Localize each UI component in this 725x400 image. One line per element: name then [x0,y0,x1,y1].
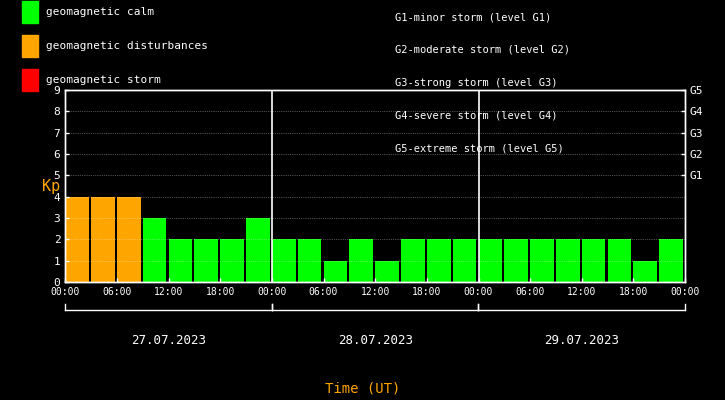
Text: geomagnetic disturbances: geomagnetic disturbances [46,41,208,51]
Bar [272,239,296,282]
Text: 28.07.2023: 28.07.2023 [338,334,413,347]
Bar [65,197,89,282]
Bar [581,239,605,282]
Text: G2-moderate storm (level G2): G2-moderate storm (level G2) [395,45,570,55]
Bar [246,218,270,282]
Text: G5-extreme storm (level G5): G5-extreme storm (level G5) [395,143,564,153]
Y-axis label: Kp: Kp [42,178,60,194]
Bar [117,197,141,282]
Text: 27.07.2023: 27.07.2023 [131,334,206,347]
Bar [505,239,528,282]
Bar [349,239,373,282]
Bar [530,239,554,282]
Bar [323,261,347,282]
Bar [220,239,244,282]
Bar [685,218,709,282]
Text: geomagnetic calm: geomagnetic calm [46,7,154,17]
Text: geomagnetic storm: geomagnetic storm [46,75,161,85]
Text: 29.07.2023: 29.07.2023 [544,334,619,347]
Bar [376,261,399,282]
Bar [452,239,476,282]
Bar [556,239,580,282]
Text: Time (UT): Time (UT) [325,382,400,396]
Bar [659,239,683,282]
Bar [298,239,321,282]
Bar [168,239,192,282]
Text: G4-severe storm (level G4): G4-severe storm (level G4) [395,110,558,120]
Text: G1-minor storm (level G1): G1-minor storm (level G1) [395,12,552,22]
Bar [634,261,657,282]
Bar [91,197,115,282]
Bar [401,239,425,282]
Bar [478,239,502,282]
Text: G3-strong storm (level G3): G3-strong storm (level G3) [395,78,558,88]
Bar [608,239,631,282]
Bar [427,239,450,282]
Bar [143,218,167,282]
Bar [194,239,218,282]
